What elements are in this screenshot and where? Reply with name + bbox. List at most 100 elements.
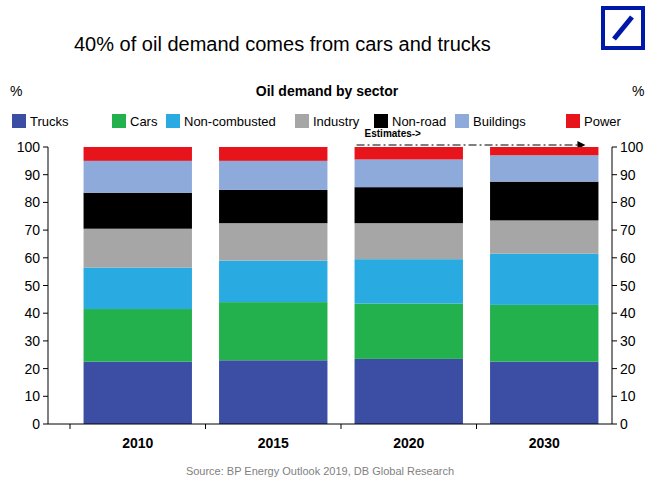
y2-tick	[612, 202, 617, 203]
y2-tick	[612, 313, 617, 314]
x-tick	[205, 424, 206, 429]
bar-segment	[84, 161, 192, 193]
annotation-arrow	[357, 144, 579, 145]
y-tick	[43, 340, 48, 341]
y2-tick-label: 0	[620, 416, 628, 432]
bar-segment	[219, 161, 327, 190]
legend-label: Power	[584, 114, 622, 129]
legend-label: Cars	[130, 114, 158, 129]
y-tick	[43, 147, 48, 148]
y-tick	[43, 285, 48, 286]
bars	[84, 147, 599, 424]
y2-tick	[612, 424, 617, 425]
y-tick-label: 80	[24, 194, 40, 210]
legend-swatch	[455, 114, 469, 128]
y2-axis-label: %	[632, 83, 644, 99]
bar-segment	[219, 190, 327, 223]
bar-segment	[84, 147, 192, 161]
legend-label: Buildings	[473, 114, 526, 129]
legend-label: Non-road	[392, 114, 446, 129]
y-tick	[43, 396, 48, 397]
bar-segment	[355, 159, 463, 187]
bar-segment	[490, 254, 598, 305]
y-tick	[43, 257, 48, 258]
y-tick-label: 40	[24, 305, 40, 321]
x-tick-label: 2010	[122, 435, 153, 451]
x-tick	[341, 424, 342, 429]
y2-tick	[612, 340, 617, 341]
bar-segment	[490, 305, 598, 362]
y-tick-label: 10	[24, 388, 40, 404]
x-tick-label: 2030	[529, 435, 560, 451]
chart: 40% of oil demand comes from cars and tr…	[0, 0, 656, 482]
y-tick-label: 60	[24, 250, 40, 266]
y2-tick	[612, 285, 617, 286]
legend-swatch	[295, 114, 309, 128]
legend-swatch	[112, 114, 126, 128]
y-tick-label: 70	[24, 222, 40, 238]
y2-tick	[612, 257, 617, 258]
y-tick	[43, 202, 48, 203]
bar-segment	[219, 223, 327, 260]
y2-tick	[612, 147, 617, 148]
legend-label: Non-combusted	[184, 114, 276, 129]
y-tick	[43, 230, 48, 231]
bar-segment	[490, 362, 598, 424]
legend: Trucks Cars Non-combusted Industry Non-road B…	[12, 114, 622, 129]
bar-segment	[355, 304, 463, 359]
legend-swatch	[12, 114, 26, 128]
y2-tick-label: 20	[620, 361, 636, 377]
y-axis-label: %	[10, 83, 22, 99]
bar-segment	[219, 360, 327, 424]
bar-segment	[355, 147, 463, 159]
bar-segment	[84, 229, 192, 268]
legend-label: Trucks	[30, 114, 69, 129]
x-tick-label: 2020	[393, 435, 424, 451]
y-tick-label: 20	[24, 361, 40, 377]
y2-tick-label: 100	[620, 139, 644, 155]
x-tick-label: 2015	[258, 435, 289, 451]
bar-segment	[490, 147, 598, 155]
annotation: Estimates->	[365, 128, 422, 139]
bar-segment	[84, 267, 192, 309]
bar-segment	[219, 147, 327, 161]
y-tick	[43, 424, 48, 425]
bar-segment	[84, 309, 192, 362]
title: 40% of oil demand comes from cars and tr…	[74, 33, 491, 55]
y2-tick-label: 40	[620, 305, 636, 321]
y2-tick-label: 10	[620, 388, 636, 404]
bar-segment	[84, 193, 192, 229]
y-tick	[43, 368, 48, 369]
legend-label: Industry	[313, 114, 360, 129]
bar-segment	[219, 302, 327, 360]
source: Source: BP Energy Outlook 2019, DB Globa…	[186, 465, 454, 477]
bar-segment	[490, 182, 598, 221]
y-tick-label: 100	[17, 139, 41, 155]
legend-swatch	[166, 114, 180, 128]
y2-tick-label: 70	[620, 222, 636, 238]
y-tick-label: 50	[24, 278, 40, 294]
y-tick-label: 30	[24, 333, 40, 349]
y2-tick	[612, 368, 617, 369]
logo-slash	[614, 17, 632, 39]
y2-tick	[612, 396, 617, 397]
y-tick	[43, 313, 48, 314]
bar-segment	[355, 259, 463, 303]
y2-tick-label: 30	[620, 333, 636, 349]
bar-segment	[84, 362, 192, 424]
y2-tick-label: 90	[620, 167, 636, 183]
bar-segment	[355, 359, 463, 424]
bar-segment	[219, 261, 327, 303]
logo-frame	[603, 8, 643, 48]
x-tick	[70, 424, 71, 429]
subtitle: Oil demand by sector	[256, 83, 399, 99]
y2-tick	[612, 174, 617, 175]
bar-segment	[490, 220, 598, 253]
logo	[603, 8, 643, 48]
legend-swatch	[566, 114, 580, 128]
legend-swatch	[374, 114, 388, 128]
y2-tick	[612, 230, 617, 231]
y2-tick-label: 50	[620, 278, 636, 294]
y-tick-label: 90	[24, 167, 40, 183]
y-tick	[43, 174, 48, 175]
